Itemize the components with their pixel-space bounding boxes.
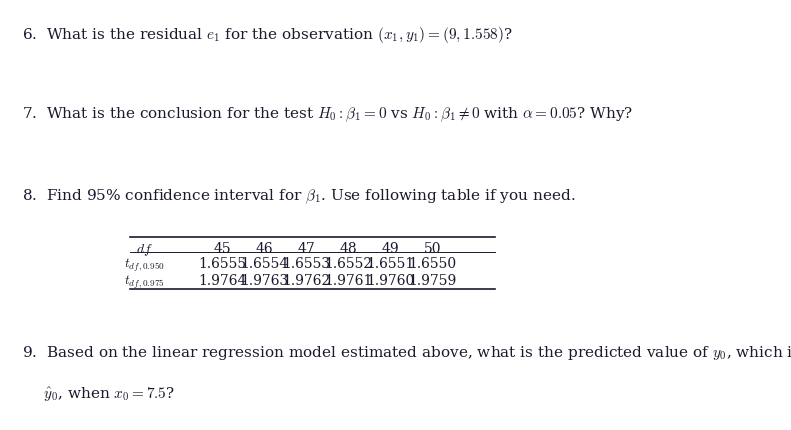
- Text: $\hat{y}_0$, when $x_0 = 7.5$?: $\hat{y}_0$, when $x_0 = 7.5$?: [43, 386, 175, 404]
- Text: 1.9763: 1.9763: [240, 274, 289, 288]
- Text: 1.9759: 1.9759: [408, 274, 456, 288]
- Text: $df$: $df$: [136, 243, 153, 258]
- Text: 49: 49: [381, 243, 399, 256]
- Text: 1.6553: 1.6553: [282, 257, 331, 271]
- Text: 45: 45: [214, 243, 232, 256]
- Text: 6.  What is the residual $e_1$ for the observation $(x_1, y_1) = (9, 1.558)$?: 6. What is the residual $e_1$ for the ob…: [22, 25, 513, 45]
- Text: 9.  Based on the linear regression model estimated above, what is the predicted : 9. Based on the linear regression model …: [22, 344, 791, 362]
- Text: $t_{df,0.975}$: $t_{df,0.975}$: [124, 274, 165, 291]
- Text: 46: 46: [255, 243, 274, 256]
- Text: 48: 48: [339, 243, 358, 256]
- Text: 1.6554: 1.6554: [240, 257, 289, 271]
- Text: 1.9760: 1.9760: [366, 274, 414, 288]
- Text: 7.  What is the conclusion for the test $H_0 : \beta_1 = 0$ vs $H_0 : \beta_1 \n: 7. What is the conclusion for the test $…: [22, 105, 634, 124]
- Text: 1.9764: 1.9764: [199, 274, 247, 288]
- Text: 50: 50: [423, 243, 441, 256]
- Text: 1.6552: 1.6552: [324, 257, 373, 271]
- Text: 1.6551: 1.6551: [366, 257, 414, 271]
- Text: 1.9762: 1.9762: [282, 274, 331, 288]
- Text: 1.6550: 1.6550: [408, 257, 456, 271]
- Text: $t_{df,0.950}$: $t_{df,0.950}$: [124, 257, 165, 274]
- Text: 1.9761: 1.9761: [324, 274, 373, 288]
- Text: 1.6555: 1.6555: [199, 257, 247, 271]
- Text: 8.  Find 95% confidence interval for $\beta_1$. Use following table if you need.: 8. Find 95% confidence interval for $\be…: [22, 187, 576, 206]
- Text: 47: 47: [297, 243, 316, 256]
